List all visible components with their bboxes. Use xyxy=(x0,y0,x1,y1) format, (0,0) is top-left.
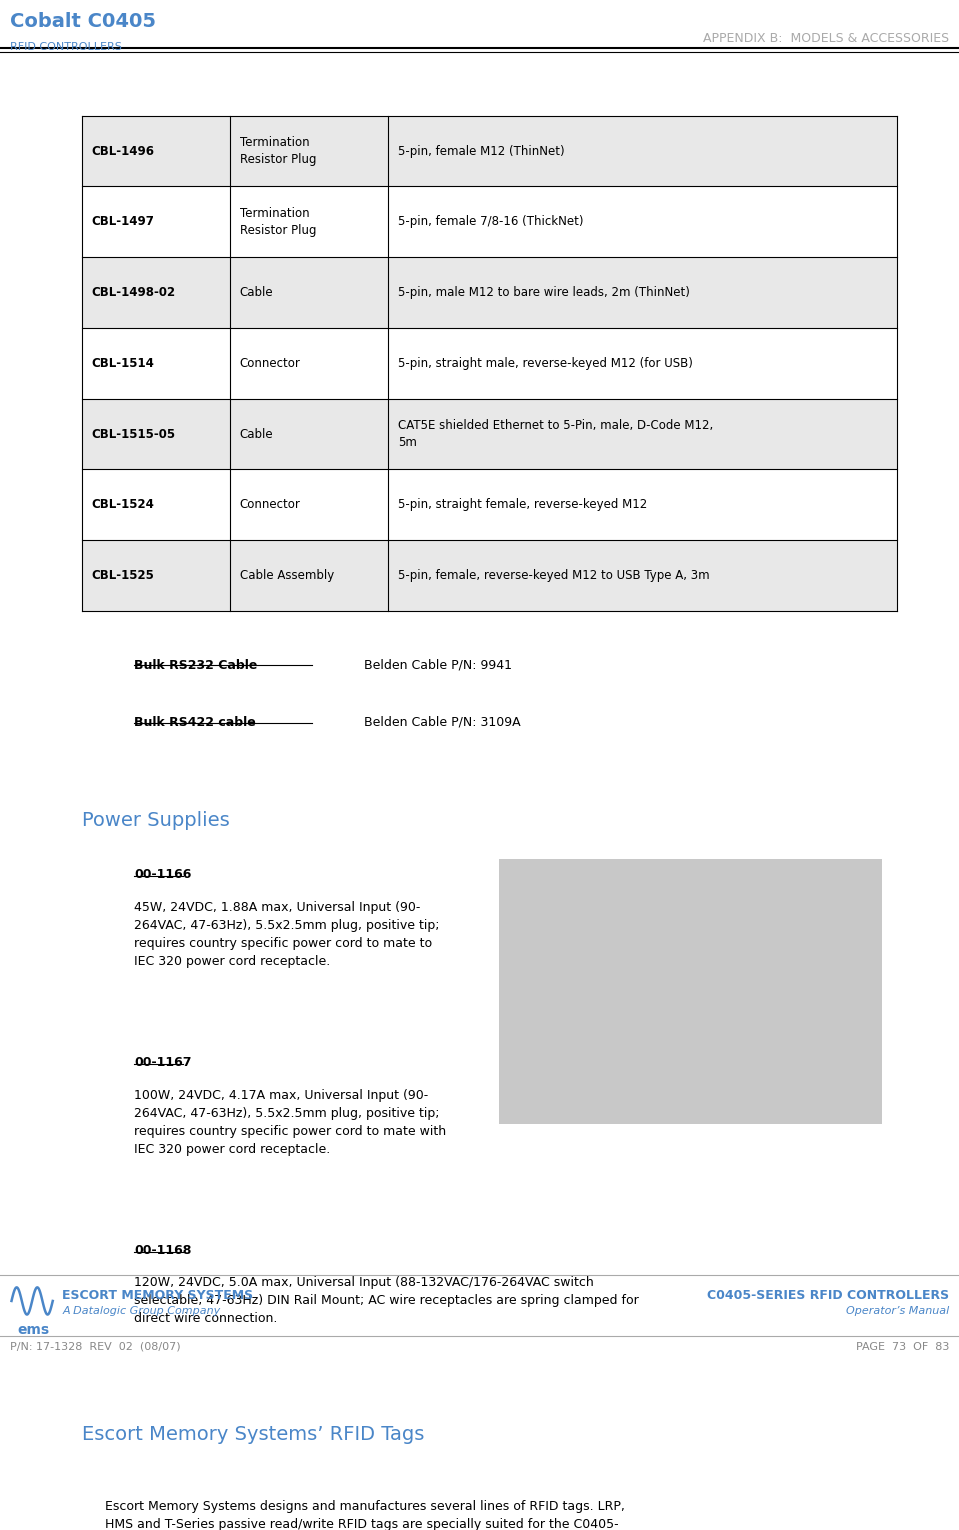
Text: CBL-1498-02: CBL-1498-02 xyxy=(91,286,175,298)
Text: C0405-SERIES RFID CONTROLLERS: C0405-SERIES RFID CONTROLLERS xyxy=(708,1288,949,1302)
Text: CBL-1514: CBL-1514 xyxy=(91,356,154,370)
Text: CBL-1497: CBL-1497 xyxy=(91,216,154,228)
Text: 5-pin, straight female, reverse-keyed M12: 5-pin, straight female, reverse-keyed M1… xyxy=(398,499,647,511)
Text: Termination
Resistor Plug: Termination Resistor Plug xyxy=(240,207,316,237)
Text: ESCORT MEMORY SYSTEMS: ESCORT MEMORY SYSTEMS xyxy=(62,1288,253,1302)
Text: Cable: Cable xyxy=(240,286,273,298)
Text: 00-1167: 00-1167 xyxy=(134,1056,192,1069)
Text: 100W, 24VDC, 4.17A max, Universal Input (90-
264VAC, 47-63Hz), 5.5x2.5mm plug, p: 100W, 24VDC, 4.17A max, Universal Input … xyxy=(134,1089,446,1155)
Text: 5-pin, straight male, reverse-keyed M12 (for USB): 5-pin, straight male, reverse-keyed M12 … xyxy=(398,356,692,370)
Text: CBL-1525: CBL-1525 xyxy=(91,569,154,581)
Text: RFID CONTROLLERS: RFID CONTROLLERS xyxy=(10,43,122,52)
Text: CBL-1524: CBL-1524 xyxy=(91,499,154,511)
Text: 5-pin, male M12 to bare wire leads, 2m (ThinNet): 5-pin, male M12 to bare wire leads, 2m (… xyxy=(398,286,690,298)
Text: A Datalogic Group Company: A Datalogic Group Company xyxy=(62,1307,221,1316)
Text: 00-1166: 00-1166 xyxy=(134,868,192,881)
Text: Belden Cable P/N: 9941: Belden Cable P/N: 9941 xyxy=(364,658,512,672)
Text: APPENDIX B:  MODELS & ACCESSORIES: APPENDIX B: MODELS & ACCESSORIES xyxy=(703,32,949,44)
Text: CBL-1515-05: CBL-1515-05 xyxy=(91,427,175,441)
Text: 120W, 24VDC, 5.0A max, Universal Input (88-132VAC/176-264VAC switch
selectable, : 120W, 24VDC, 5.0A max, Universal Input (… xyxy=(134,1276,639,1325)
Text: Connector: Connector xyxy=(240,499,300,511)
Bar xyxy=(499,858,882,1125)
Text: Operator’s Manual: Operator’s Manual xyxy=(846,1307,949,1316)
Text: ems: ems xyxy=(17,1323,49,1337)
Text: 00-1168: 00-1168 xyxy=(134,1244,192,1256)
Text: CBL-1496: CBL-1496 xyxy=(91,144,154,158)
Bar xyxy=(82,116,897,187)
Text: CAT5E shielded Ethernet to 5-Pin, male, D-Code M12,
5m: CAT5E shielded Ethernet to 5-Pin, male, … xyxy=(398,419,713,450)
Text: 5-pin, female, reverse-keyed M12 to USB Type A, 3m: 5-pin, female, reverse-keyed M12 to USB … xyxy=(398,569,710,581)
Text: Power Supplies: Power Supplies xyxy=(82,811,229,831)
Bar xyxy=(82,399,897,470)
Text: Connector: Connector xyxy=(240,356,300,370)
Text: 45W, 24VDC, 1.88A max, Universal Input (90-
264VAC, 47-63Hz), 5.5x2.5mm plug, po: 45W, 24VDC, 1.88A max, Universal Input (… xyxy=(134,901,440,968)
Text: 5-pin, female M12 (ThinNet): 5-pin, female M12 (ThinNet) xyxy=(398,144,565,158)
Text: Bulk RS422 cable: Bulk RS422 cable xyxy=(134,716,256,728)
Text: Escort Memory Systems’ RFID Tags: Escort Memory Systems’ RFID Tags xyxy=(82,1424,424,1444)
Text: 5-pin, female 7/8-16 (ThickNet): 5-pin, female 7/8-16 (ThickNet) xyxy=(398,216,583,228)
Text: Escort Memory Systems designs and manufactures several lines of RFID tags. LRP,
: Escort Memory Systems designs and manufa… xyxy=(105,1499,625,1530)
Bar xyxy=(82,540,897,610)
Text: Cable Assembly: Cable Assembly xyxy=(240,569,334,581)
Text: P/N: 17-1328  REV  02  (08/07): P/N: 17-1328 REV 02 (08/07) xyxy=(10,1342,180,1353)
Text: Termination
Resistor Plug: Termination Resistor Plug xyxy=(240,136,316,167)
Text: Belden Cable P/N: 3109A: Belden Cable P/N: 3109A xyxy=(364,716,521,728)
Text: Bulk RS232 Cable: Bulk RS232 Cable xyxy=(134,658,258,672)
Text: PAGE  73  OF  83: PAGE 73 OF 83 xyxy=(856,1342,949,1353)
Bar xyxy=(82,257,897,327)
Text: Cable: Cable xyxy=(240,427,273,441)
Text: Cobalt C0405: Cobalt C0405 xyxy=(10,12,155,31)
